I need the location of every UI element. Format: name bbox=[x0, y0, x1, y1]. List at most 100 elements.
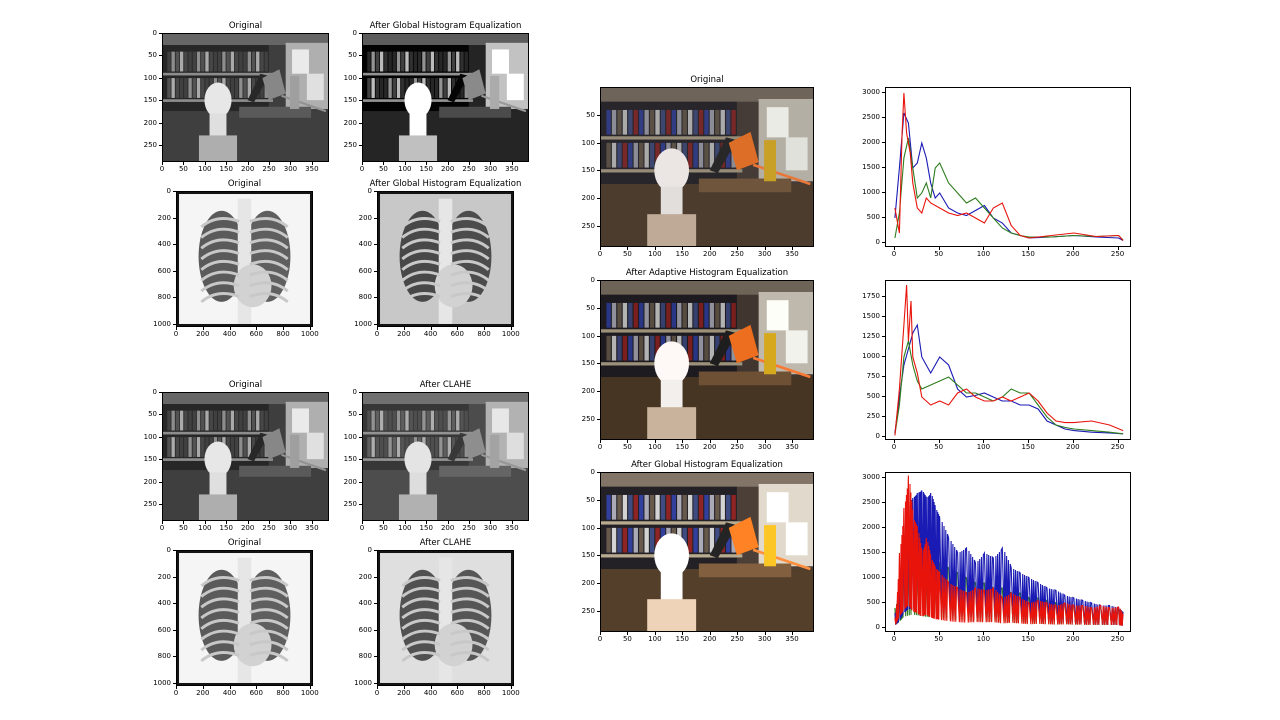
histogram-ytick-label: 2500 bbox=[862, 113, 880, 121]
panel-xtick-label: 300 bbox=[283, 524, 298, 532]
histogram-ytick-label: 750 bbox=[866, 372, 880, 380]
panel-xtick-mark bbox=[709, 632, 711, 635]
panel-xtick-label: 0 bbox=[374, 330, 380, 338]
panel-xtick-mark bbox=[457, 327, 459, 330]
histogram-xtick-mark bbox=[1028, 632, 1030, 635]
panel-xtick-label: 250 bbox=[262, 165, 276, 173]
panel-xtick-label: 200 bbox=[440, 165, 455, 173]
panel-xtick-mark bbox=[764, 440, 766, 443]
panel-xtick-mark bbox=[290, 162, 292, 165]
panel-ytick-label: 50 bbox=[586, 303, 595, 312]
panel-title: After Adaptive Histogram Equalization bbox=[625, 268, 789, 278]
panel-xtick-label: 200 bbox=[397, 689, 411, 697]
histogram-xtick-mark bbox=[1028, 247, 1030, 250]
panel-ytick-mark bbox=[173, 217, 176, 219]
histogram-ytick-mark bbox=[882, 117, 885, 118]
panel-xtick-mark bbox=[311, 162, 313, 165]
panel-ytick-mark bbox=[173, 682, 176, 684]
histogram-xtick-mark bbox=[1072, 632, 1074, 635]
panel-xtick-label: 200 bbox=[240, 524, 255, 532]
panel-ytick-label: 0 bbox=[166, 546, 171, 554]
histogram-ytick-label: 1000 bbox=[862, 573, 880, 581]
panel-xtick-label: 300 bbox=[757, 443, 772, 451]
xray-image bbox=[176, 550, 313, 686]
histogram-xtick-label: 100 bbox=[976, 635, 991, 643]
panel-ytick-mark bbox=[597, 527, 600, 529]
panel-ytick-mark bbox=[597, 335, 600, 337]
panel-ytick-mark bbox=[159, 414, 162, 416]
panel-ytick-mark bbox=[359, 481, 362, 483]
panel-xtick-mark bbox=[229, 327, 231, 330]
panel-xtick-label: 200 bbox=[397, 330, 411, 338]
panel-xtick-label: 100 bbox=[648, 443, 662, 451]
office-image bbox=[600, 87, 814, 247]
panel-ytick-label: 1000 bbox=[354, 319, 372, 328]
panel-ytick-mark bbox=[159, 122, 162, 124]
panel-xtick-label: 0 bbox=[159, 165, 165, 173]
panel-xtick-mark bbox=[600, 632, 601, 635]
panel-ytick-mark bbox=[359, 459, 362, 461]
histogram-xtick-label: 150 bbox=[1021, 250, 1035, 258]
panel-xtick-mark bbox=[469, 521, 471, 524]
panel-xtick-mark bbox=[362, 521, 363, 524]
panel-xtick-label: 50 bbox=[178, 165, 188, 173]
panel-xtick-label: 200 bbox=[240, 165, 255, 173]
histogram-plot-area bbox=[885, 280, 1131, 440]
panel-xtick-mark bbox=[256, 327, 258, 330]
office-image bbox=[600, 472, 814, 632]
panel-ytick-label: 200 bbox=[143, 118, 157, 127]
panel-ytick-label: 50 bbox=[586, 495, 595, 504]
panel-xtick-mark bbox=[162, 521, 163, 524]
histogram-ytick-label: 1500 bbox=[862, 312, 880, 320]
panel-xtick-mark bbox=[447, 162, 449, 165]
panel-xtick-label: 50 bbox=[378, 524, 388, 532]
panel-ytick-label: 250 bbox=[343, 499, 357, 508]
panel-xtick-mark bbox=[654, 632, 656, 635]
histogram-ytick-mark bbox=[882, 336, 885, 337]
panel-ytick-label: 600 bbox=[358, 625, 372, 634]
panel-xtick-mark bbox=[682, 247, 684, 250]
panel-xtick-mark bbox=[792, 440, 794, 443]
panel-xtick-label: 100 bbox=[648, 250, 662, 258]
panel-xtick-mark bbox=[202, 686, 204, 689]
panel-ytick-label: 150 bbox=[143, 455, 157, 464]
panel-ytick-label: 0 bbox=[152, 29, 157, 37]
panel-xtick-mark bbox=[183, 521, 185, 524]
panel-xtick-mark bbox=[309, 327, 311, 330]
panel-ytick-label: 0 bbox=[367, 546, 372, 554]
panel-xtick-label: 400 bbox=[423, 689, 438, 697]
histogram-xtick-label: 150 bbox=[1021, 635, 1035, 643]
panel-ytick-label: 250 bbox=[581, 221, 595, 230]
panel-ytick-mark bbox=[597, 170, 600, 172]
histogram-ytick-label: 1250 bbox=[862, 332, 880, 340]
histogram-xtick-mark bbox=[938, 247, 940, 250]
panel-xtick-label: 300 bbox=[757, 250, 772, 258]
histogram-line-red bbox=[894, 475, 1124, 626]
panel-xtick-mark bbox=[600, 247, 601, 250]
panel-ytick-label: 200 bbox=[581, 194, 595, 203]
xray-image bbox=[377, 550, 514, 686]
panel-xtick-mark bbox=[447, 521, 449, 524]
histogram-xtick-label: 100 bbox=[976, 250, 991, 258]
panel-xtick-label: 150 bbox=[219, 524, 233, 532]
histogram-xtick-mark bbox=[1117, 632, 1119, 635]
panel-ytick-mark bbox=[374, 576, 377, 578]
panel-xtick-label: 0 bbox=[597, 635, 603, 643]
panel-ytick-mark bbox=[359, 122, 362, 124]
panel-ytick-mark bbox=[173, 656, 176, 658]
panel-xtick-mark bbox=[627, 440, 629, 443]
panel-ytick-mark bbox=[173, 550, 176, 551]
office-image bbox=[362, 392, 529, 521]
histogram-xtick-label: 50 bbox=[934, 635, 944, 643]
panel-xtick-mark bbox=[764, 247, 766, 250]
panel-xtick-label: 350 bbox=[785, 443, 799, 451]
histogram-xtick-mark bbox=[893, 247, 895, 250]
panel-ytick-mark bbox=[359, 33, 362, 34]
panel-xtick-label: 0 bbox=[173, 689, 179, 697]
histogram-ytick-label: 2500 bbox=[862, 498, 880, 506]
histogram-ytick-label: 2000 bbox=[862, 523, 880, 531]
panel-xtick-mark bbox=[403, 327, 405, 330]
panel-ytick-mark bbox=[374, 244, 377, 246]
panel-xtick-label: 800 bbox=[477, 689, 491, 697]
panel-ytick-label: 0 bbox=[152, 388, 157, 396]
